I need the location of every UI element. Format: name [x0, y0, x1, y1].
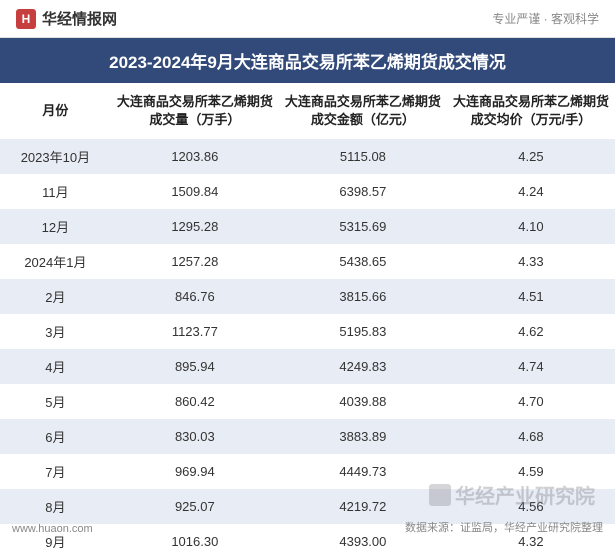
table-cell: 1203.86 — [111, 139, 279, 174]
table-cell: 3883.89 — [279, 419, 447, 454]
table-cell: 2月 — [0, 279, 111, 314]
table-cell: 5438.65 — [279, 244, 447, 279]
table-cell: 1257.28 — [111, 244, 279, 279]
table-cell: 4.25 — [447, 139, 615, 174]
table-row: 3月1123.775195.834.62 — [0, 314, 615, 349]
table-cell: 4.33 — [447, 244, 615, 279]
table-cell: 6月 — [0, 419, 111, 454]
col-header-avgprice: 大连商品交易所苯乙烯期货成交均价（万元/手） — [447, 83, 615, 139]
table-cell: 969.94 — [111, 454, 279, 489]
table-cell: 4月 — [0, 349, 111, 384]
col-header-volume: 大连商品交易所苯乙烯期货成交量（万手） — [111, 83, 279, 139]
table-row: 4月895.944249.834.74 — [0, 349, 615, 384]
col-header-month: 月份 — [0, 83, 111, 139]
table-cell: 2024年1月 — [0, 244, 111, 279]
table-cell: 4.24 — [447, 174, 615, 209]
logo-area: H 华经情报网 — [16, 8, 117, 29]
table-cell: 3815.66 — [279, 279, 447, 314]
table-cell: 11月 — [0, 174, 111, 209]
table-cell: 5月 — [0, 384, 111, 419]
table-cell: 5195.83 — [279, 314, 447, 349]
table-cell: 8月 — [0, 489, 111, 524]
table-cell: 1295.28 — [111, 209, 279, 244]
table-row: 2月846.763815.664.51 — [0, 279, 615, 314]
table-cell: 1016.30 — [111, 524, 279, 559]
table-row: 7月969.944449.734.59 — [0, 454, 615, 489]
table-cell: 6398.57 — [279, 174, 447, 209]
table-cell: 4.68 — [447, 419, 615, 454]
table-header-row: 月份 大连商品交易所苯乙烯期货成交量（万手） 大连商品交易所苯乙烯期货成交金额（… — [0, 83, 615, 139]
table-cell: 1123.77 — [111, 314, 279, 349]
table-cell: 925.07 — [111, 489, 279, 524]
page-header: H 华经情报网 专业严谨 · 客观科学 — [0, 0, 615, 38]
data-source: 数据来源：证监局，华经产业研究院整理 — [405, 519, 603, 535]
table-cell: 3月 — [0, 314, 111, 349]
table-row: 2024年1月1257.285438.654.33 — [0, 244, 615, 279]
tagline: 专业严谨 · 客观科学 — [492, 10, 599, 27]
source-url: www.huaon.com — [12, 523, 93, 535]
table-cell: 860.42 — [111, 384, 279, 419]
table-cell: 4039.88 — [279, 384, 447, 419]
table-row: 2023年10月1203.865115.084.25 — [0, 139, 615, 174]
data-table: 月份 大连商品交易所苯乙烯期货成交量（万手） 大连商品交易所苯乙烯期货成交金额（… — [0, 83, 615, 559]
table-cell: 4.70 — [447, 384, 615, 419]
table-cell: 4249.83 — [279, 349, 447, 384]
table-cell: 4.74 — [447, 349, 615, 384]
table-cell: 895.94 — [111, 349, 279, 384]
table-cell: 4.51 — [447, 279, 615, 314]
table-row: 5月860.424039.884.70 — [0, 384, 615, 419]
table-row: 6月830.033883.894.68 — [0, 419, 615, 454]
table-cell: 1509.84 — [111, 174, 279, 209]
table-cell: 7月 — [0, 454, 111, 489]
logo-icon: H — [16, 9, 36, 29]
table-cell: 4.10 — [447, 209, 615, 244]
logo-text: 华经情报网 — [42, 8, 117, 29]
col-header-amount: 大连商品交易所苯乙烯期货成交金额（亿元） — [279, 83, 447, 139]
data-table-container: 月份 大连商品交易所苯乙烯期货成交量（万手） 大连商品交易所苯乙烯期货成交金额（… — [0, 83, 615, 559]
table-cell: 5315.69 — [279, 209, 447, 244]
table-cell: 4.59 — [447, 454, 615, 489]
table-cell: 2023年10月 — [0, 139, 111, 174]
chart-title: 2023-2024年9月大连商品交易所苯乙烯期货成交情况 — [0, 38, 615, 83]
table-row: 12月1295.285315.694.10 — [0, 209, 615, 244]
table-cell: 4.62 — [447, 314, 615, 349]
table-row: 11月1509.846398.574.24 — [0, 174, 615, 209]
table-cell: 830.03 — [111, 419, 279, 454]
table-cell: 12月 — [0, 209, 111, 244]
table-cell: 4449.73 — [279, 454, 447, 489]
table-cell: 846.76 — [111, 279, 279, 314]
table-cell: 5115.08 — [279, 139, 447, 174]
